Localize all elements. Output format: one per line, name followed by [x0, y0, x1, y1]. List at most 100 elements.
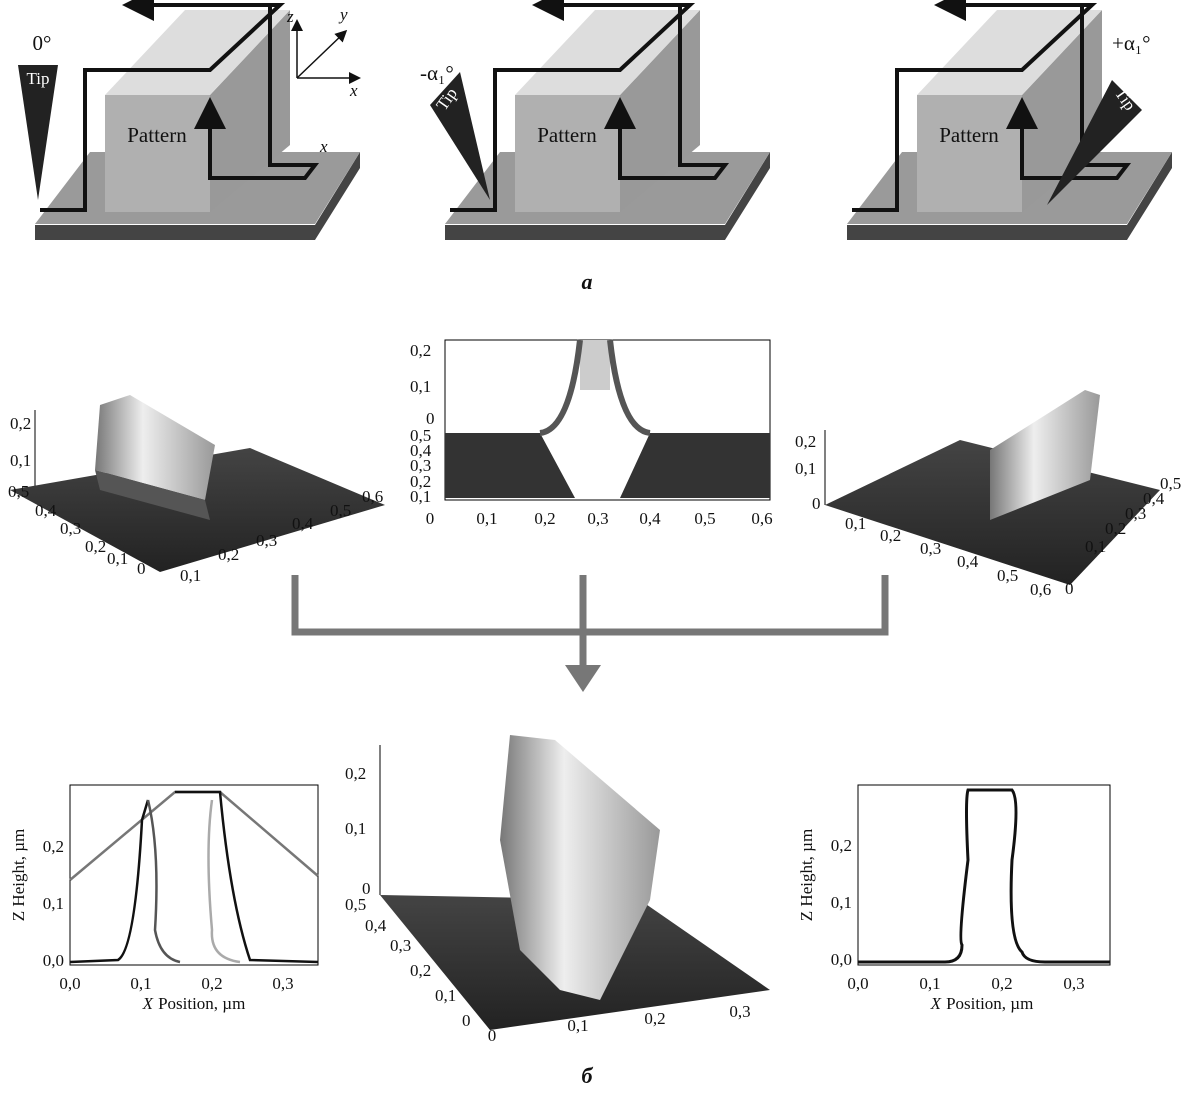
pattern-front: [105, 95, 210, 212]
axis: [297, 32, 345, 78]
tick-label: 0,2: [345, 764, 366, 783]
tick-label: 0,3: [587, 509, 608, 528]
tick-label: 0,2: [795, 432, 816, 451]
y-axis-label: Z Height, µm: [9, 829, 28, 921]
x-tick-label: 0,3: [1063, 974, 1084, 993]
tick-label: 0,1: [476, 509, 497, 528]
y-tick-label: 0,2: [43, 837, 64, 856]
x-tick-label: 0,0: [847, 974, 868, 993]
tick-label: 0,2: [218, 545, 239, 564]
tick-label: 0,6: [751, 509, 772, 528]
angle-label: -α₁°: [420, 61, 454, 85]
x-tick-label: 0,0: [59, 974, 80, 993]
tick-label: 0,2: [410, 341, 431, 360]
tick-label: 0,5: [997, 566, 1018, 585]
axis-label: y: [338, 5, 348, 24]
flow-arrows: [295, 575, 885, 668]
axis-label: z: [286, 7, 294, 26]
tip-label: Tip: [26, 69, 49, 88]
tick-label: 0: [137, 559, 146, 578]
tick-label: 0,3: [1125, 504, 1146, 523]
page: Pattern Tip 0° z y x x PatternTip-α₁° PatternTip…: [0, 0, 1189, 1095]
tick-label: 0,6: [1030, 580, 1051, 599]
diagram: Pattern Tip 0° z y x x: [18, 5, 360, 240]
pattern-label: Pattern: [537, 123, 597, 147]
tick-label: 0,3: [729, 1002, 750, 1021]
pattern-front: [515, 95, 620, 212]
y-tick-label: 0,1: [831, 893, 852, 912]
tick-label: 0,4: [35, 501, 57, 520]
tick-label: 0,2: [1105, 519, 1126, 538]
tick-label: 0: [426, 509, 435, 528]
y-tick-label: 0,1: [43, 894, 64, 913]
tick-label: 0,6: [362, 487, 383, 506]
tick-label: 0,1: [567, 1016, 588, 1035]
y-tick-label: 0,0: [43, 951, 64, 970]
pattern-front: [917, 95, 1022, 212]
profile-left: [70, 785, 318, 965]
y-axis-label: Z Height, µm: [797, 829, 816, 921]
axis-label: x: [319, 137, 328, 156]
tick-label: 0,1: [845, 514, 866, 533]
axis-label: x: [349, 81, 358, 100]
x-axis-text: Position, µm: [946, 994, 1033, 1013]
tick-label: 0,1: [1085, 537, 1106, 556]
tick-label: 0,3: [60, 519, 81, 538]
surface-left: [10, 395, 385, 572]
tick-label: 0,1: [345, 819, 366, 838]
tick-label: 0,5: [694, 509, 715, 528]
tick-label: 0,2: [10, 414, 31, 433]
angle-label: +α₁°: [1112, 31, 1151, 55]
figure: Pattern Tip 0° z y x x PatternTip-α₁° PatternTip…: [0, 0, 1189, 1095]
panel-label: а: [582, 269, 593, 294]
tick-label: 0: [488, 1026, 497, 1045]
tick-label: 0,1: [435, 986, 456, 1005]
x-tick-label: 0,2: [201, 974, 222, 993]
profile-right: [858, 785, 1110, 965]
tick-label: 0,5: [8, 482, 29, 501]
tick-label: 0,2: [880, 526, 901, 545]
surface-middle: [445, 340, 770, 500]
x-axis-var: X: [142, 994, 154, 1013]
x-axis-text: Position, µm: [158, 994, 245, 1013]
tick-label: 0,1: [10, 451, 31, 470]
tick-label: 0,4: [639, 509, 661, 528]
tick-label: 0,1: [410, 377, 431, 396]
tick-label: 0: [812, 494, 821, 513]
x-axis-var: X: [930, 994, 942, 1013]
tick-label: 0,2: [410, 961, 431, 980]
x-tick-label: 0,1: [919, 974, 940, 993]
tick-label: 0,4: [292, 514, 314, 533]
arrow-head: [565, 665, 601, 692]
tick-label: 0,1: [410, 487, 431, 506]
pattern-label: Pattern: [127, 123, 187, 147]
tick-label: 0,1: [107, 549, 128, 568]
panel-label: б: [582, 1063, 594, 1088]
tick-label: 0: [462, 1011, 471, 1030]
tick-label: 0,2: [85, 537, 106, 556]
x-tick-label: 0,1: [130, 974, 151, 993]
surface-right: [825, 390, 1160, 585]
y-tick-label: 0,0: [831, 950, 852, 969]
tick-label: 0,3: [920, 539, 941, 558]
x-tick-label: 0,3: [272, 974, 293, 993]
tick-label: 0,5: [345, 895, 366, 914]
pattern-label: Pattern: [939, 123, 999, 147]
y-tick-label: 0,2: [831, 836, 852, 855]
tick-label: 0,3: [256, 531, 277, 550]
tick-label: 0,3: [390, 936, 411, 955]
tick-label: 0,4: [1143, 489, 1165, 508]
tick-label: 0,2: [534, 509, 555, 528]
tick-label: 0: [1065, 579, 1074, 598]
tick-label: 0,5: [330, 501, 351, 520]
tip: [430, 72, 490, 200]
x-tick-label: 0,2: [991, 974, 1012, 993]
angle-label: 0°: [33, 31, 52, 55]
tick-label: 0,2: [644, 1009, 665, 1028]
tick-label: 0,1: [180, 566, 201, 585]
